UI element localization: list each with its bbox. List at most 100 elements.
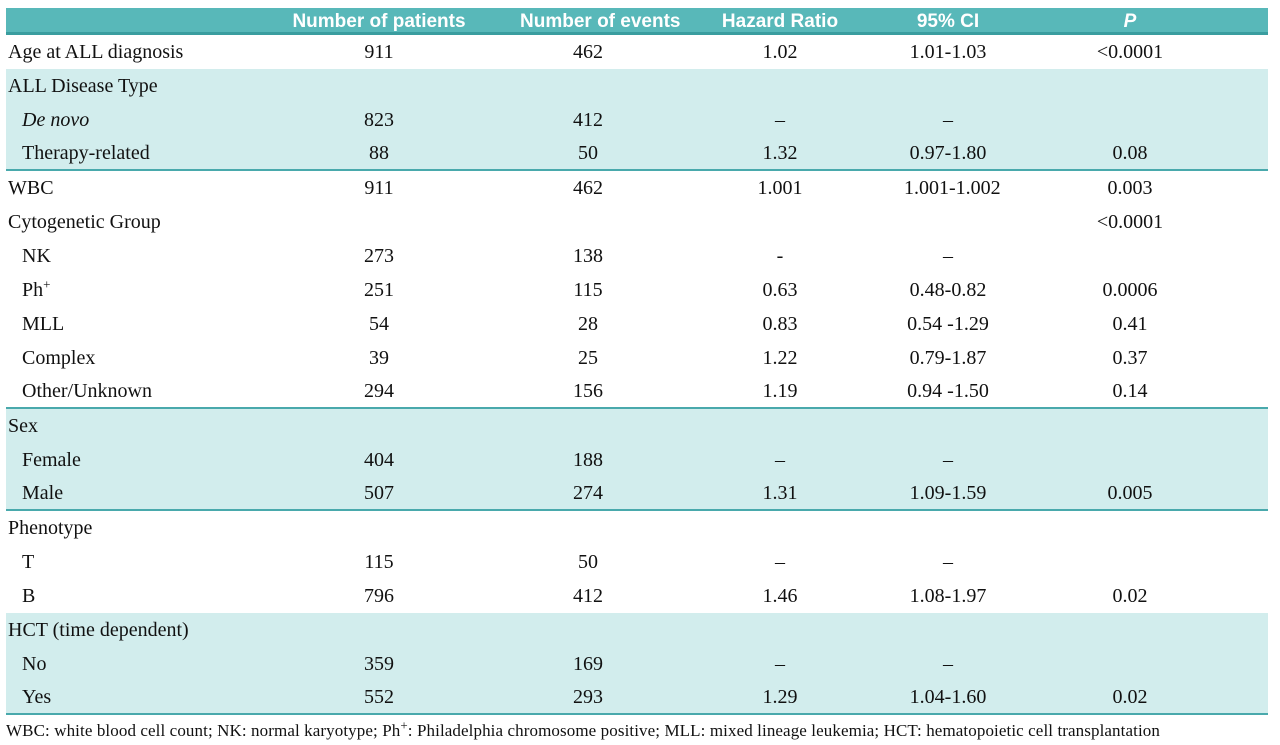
cell-number-of-patients: 273 <box>364 245 394 267</box>
cell-hazard-ratio: - <box>776 245 784 267</box>
cell-number-of-patients: 359 <box>364 653 394 675</box>
table-row: Sex <box>6 409 1268 443</box>
cell-95-ci: 0.48-0.82 <box>909 279 987 301</box>
cell-95-ci: 0.79-1.87 <box>909 347 987 369</box>
superscript: + <box>400 717 408 733</box>
superscript: + <box>43 276 51 292</box>
cell-row-label: Yes <box>22 686 52 708</box>
cell-row-label: Sex <box>8 415 38 437</box>
cell-hazard-ratio: 1.19 <box>762 380 798 402</box>
cell-95-ci: 1.01-1.03 <box>909 41 987 63</box>
cell-number-of-patients: 404 <box>364 449 394 471</box>
cell-row-label: ALL Disease Type <box>8 75 158 97</box>
cell-number-of-events: 156 <box>573 380 603 402</box>
cell-hazard-ratio: – <box>775 449 785 471</box>
cell-number-of-events: 50 <box>578 142 598 164</box>
table-row: Female 404 188 – – <box>6 443 1268 477</box>
table-row: T 115 50 – – <box>6 545 1268 579</box>
cell-number-of-events: 274 <box>573 482 603 504</box>
cell-row-label: B <box>22 585 36 607</box>
cell-hazard-ratio: 1.001 <box>757 177 803 199</box>
table-row: Other/Unknown 294 156 1.19 0.94 -1.50 0.14 <box>6 375 1268 409</box>
column-header-95-ci: 95% CI <box>916 11 980 32</box>
hazard-ratio-table: Number of patients Number of events Haza… <box>6 8 1268 741</box>
table-row: WBC 911 462 1.001 1.001-1.002 0.003 <box>6 171 1268 205</box>
cell-95-ci: 0.94 -1.50 <box>907 380 989 402</box>
table-body: Age at ALL diagnosis 911 462 1.02 1.01-1.03 <… <box>6 35 1268 715</box>
column-header-number-of-events: Number of events <box>520 11 681 32</box>
cell-row-label: Female <box>22 449 81 471</box>
cell-hazard-ratio: 1.46 <box>762 585 798 607</box>
cell-hazard-ratio: 1.22 <box>762 347 798 369</box>
cell-p-value: <0.0001 <box>1096 41 1164 63</box>
table-row: Male 507 274 1.31 1.09-1.59 0.005 <box>6 477 1268 511</box>
cell-95-ci: 1.08-1.97 <box>909 585 987 607</box>
cell-p-value: <0.0001 <box>1096 211 1164 233</box>
cell-p-value: 0.08 <box>1112 142 1148 164</box>
cell-row-label: Complex <box>22 347 96 369</box>
cell-row-label: HCT (time dependent) <box>8 619 189 641</box>
cell-p-value: 0.0006 <box>1102 279 1158 301</box>
cell-number-of-events: 169 <box>573 653 603 675</box>
cell-row-label: T <box>22 551 35 573</box>
cell-number-of-patients: 115 <box>364 551 394 573</box>
cell-number-of-events: 138 <box>573 245 603 267</box>
column-header-hazard-ratio: Hazard Ratio <box>721 11 839 32</box>
cell-number-of-patients: 552 <box>364 686 394 708</box>
cell-number-of-patients: 796 <box>364 585 394 607</box>
cell-95-ci: 1.04-1.60 <box>909 686 987 708</box>
table-row: Cytogenetic Group <0.0001 <box>6 205 1268 239</box>
cell-number-of-events: 28 <box>578 313 598 335</box>
column-header-p-value: P <box>1123 11 1137 32</box>
cell-95-ci: – <box>943 449 953 471</box>
cell-p-value: 0.41 <box>1112 313 1148 335</box>
cell-row-label: Cytogenetic Group <box>8 211 161 233</box>
cell-number-of-events: 25 <box>578 347 598 369</box>
cell-row-label: NK <box>22 245 51 267</box>
cell-row-label: Phenotype <box>8 517 93 539</box>
table-row: No 359 169 – – <box>6 647 1268 681</box>
cell-95-ci: 1.001-1.002 <box>904 177 1001 199</box>
cell-number-of-patients: 911 <box>364 41 394 63</box>
cell-hazard-ratio: – <box>775 551 785 573</box>
cell-hazard-ratio: – <box>775 653 785 675</box>
cell-number-of-patients: 823 <box>364 109 394 131</box>
cell-95-ci: 0.97-1.80 <box>909 142 987 164</box>
cell-hazard-ratio: 0.63 <box>762 279 798 301</box>
cell-hazard-ratio: 1.32 <box>762 142 798 164</box>
cell-number-of-events: 412 <box>573 585 603 607</box>
cell-95-ci: – <box>943 551 953 573</box>
cell-row-label: Male <box>22 482 64 504</box>
cell-number-of-patients: 911 <box>364 177 394 199</box>
cell-95-ci: 0.54 -1.29 <box>907 313 989 335</box>
cell-number-of-patients: 294 <box>364 380 394 402</box>
cell-number-of-events: 462 <box>573 41 603 63</box>
table-row: Phenotype <box>6 511 1268 545</box>
column-header-number-of-patients: Number of patients <box>292 11 466 32</box>
cell-95-ci: – <box>943 245 953 267</box>
cell-number-of-events: 115 <box>573 279 603 301</box>
cell-number-of-patients: 54 <box>369 313 389 335</box>
table-header-row: Number of patients Number of events Haza… <box>6 8 1268 35</box>
cell-number-of-patients: 39 <box>369 347 389 369</box>
table-row: Yes 552 293 1.29 1.04-1.60 0.02 <box>6 681 1268 715</box>
cell-95-ci: 1.09-1.59 <box>909 482 987 504</box>
cell-number-of-events: 293 <box>573 686 603 708</box>
cell-hazard-ratio: 1.29 <box>762 686 798 708</box>
cell-hazard-ratio: 1.02 <box>762 41 798 63</box>
cell-number-of-patients: 507 <box>364 482 394 504</box>
table-row: Age at ALL diagnosis 911 462 1.02 1.01-1.03 <… <box>6 35 1268 69</box>
table-row: NK 273 138 - – <box>6 239 1268 273</box>
table-footnote: WBC: white blood cell count; NK: normal … <box>6 717 1160 740</box>
cell-p-value: 0.14 <box>1112 380 1148 402</box>
cell-row-label: De novo <box>22 109 90 131</box>
cell-hazard-ratio: 0.83 <box>762 313 798 335</box>
cell-row-label: No <box>22 653 47 675</box>
cell-row-label: Ph+ <box>22 276 51 301</box>
cell-row-label: Other/Unknown <box>22 380 152 402</box>
table-row: Complex 39 25 1.22 0.79-1.87 0.37 <box>6 341 1268 375</box>
cell-95-ci: – <box>943 653 953 675</box>
table-row: De novo 823 412 – – <box>6 103 1268 137</box>
cell-row-label: Age at ALL diagnosis <box>8 41 184 63</box>
